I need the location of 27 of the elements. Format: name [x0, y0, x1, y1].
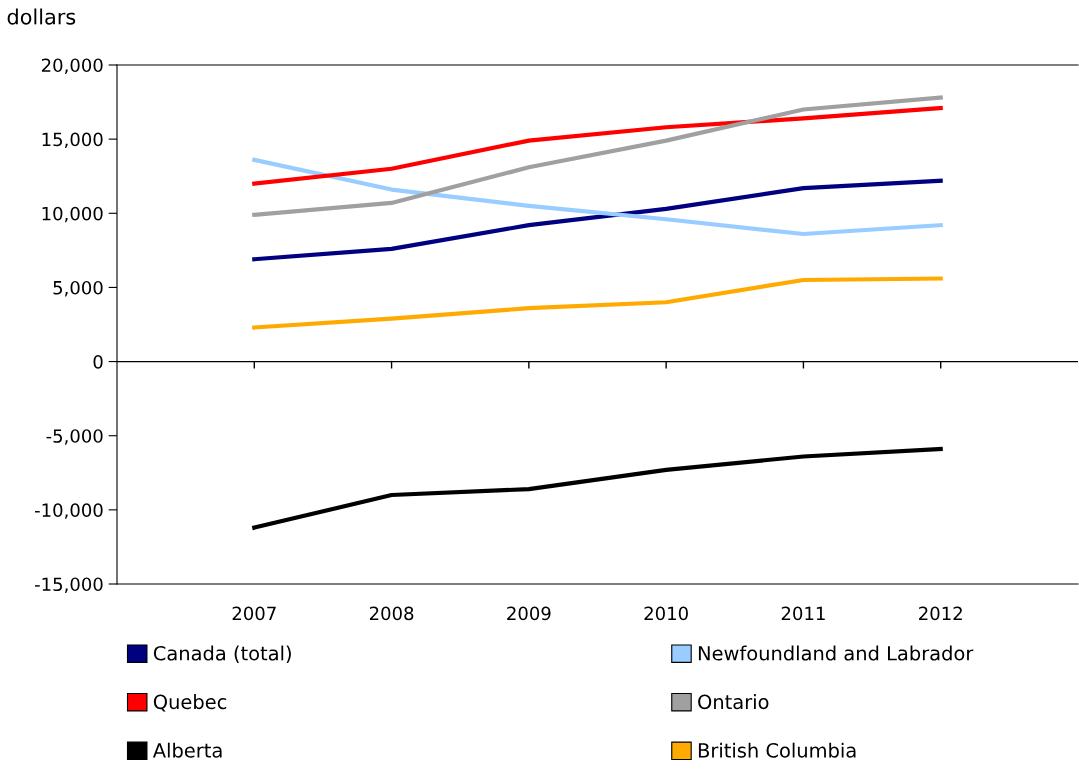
- x-tick-label: 2012: [919, 606, 962, 621]
- legend-label: Canada (total): [153, 645, 291, 663]
- x-tick-label: 2011: [781, 606, 825, 621]
- y-tick-label: 5,000: [53, 280, 103, 297]
- x-tick-label: 2009: [507, 606, 551, 621]
- legend-label: Ontario: [698, 694, 769, 710]
- legend-label: Alberta: [152, 742, 222, 758]
- line-series: [252, 178, 943, 262]
- y-tick-label: -10,000: [35, 503, 103, 519]
- line-series: [252, 446, 943, 530]
- y-tick-label: 15,000: [42, 132, 103, 149]
- y-tick-label: 10,000: [42, 206, 103, 223]
- y-tick-label: 0: [93, 355, 103, 369]
- line-series: [252, 105, 943, 186]
- y-axis-title: dollars: [7, 8, 76, 25]
- y-tick-label: 20,000: [41, 58, 103, 74]
- line-series: [252, 95, 943, 217]
- y-tick-label: -5,000: [46, 429, 103, 445]
- x-tick-label: 2008: [369, 606, 414, 621]
- legend-label: Quebec: [153, 694, 227, 712]
- x-tick-label: 2010: [644, 606, 688, 621]
- line-series: [252, 276, 943, 330]
- y-tick-label: -15,000: [35, 577, 103, 593]
- x-tick-label: 2007: [232, 606, 276, 621]
- legend-label: British Columbia: [698, 742, 856, 758]
- legend-label: Newfoundland and Labrador: [698, 645, 974, 661]
- line-series: [252, 157, 943, 237]
